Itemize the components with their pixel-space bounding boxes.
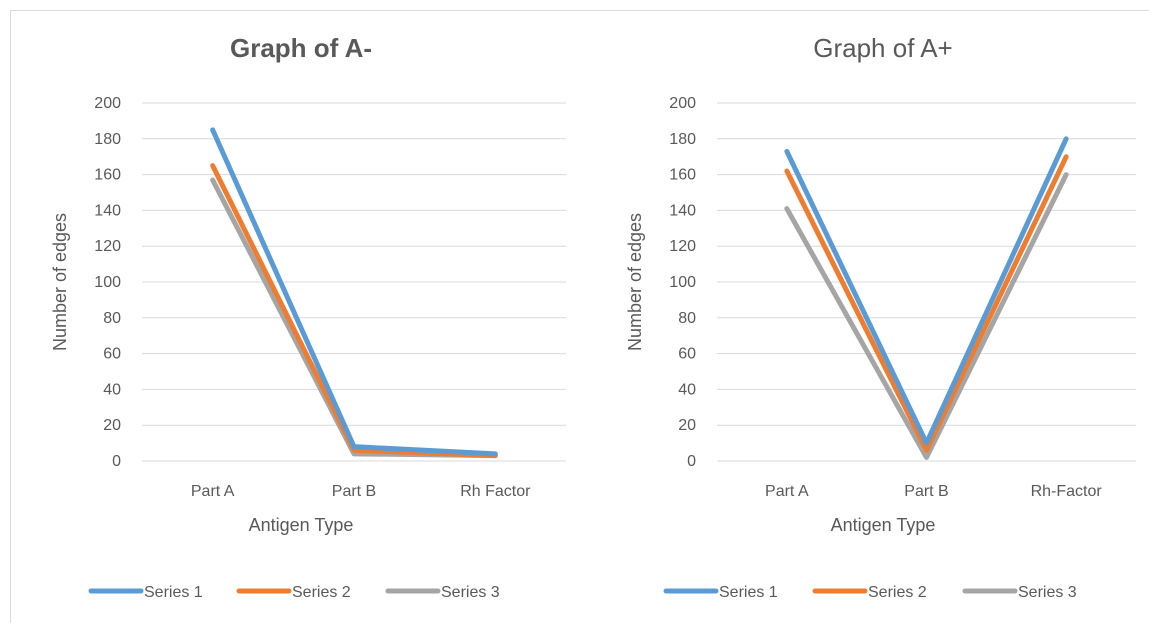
- y-axis-title: Number of edges: [50, 213, 70, 351]
- y-tick-label: 20: [678, 417, 696, 434]
- y-tick-label: 80: [678, 310, 696, 327]
- chart-panel-a-minus: Graph of A- 0 20 40 60 80 100 120 140 160 180 200 Pa…: [10, 10, 594, 623]
- x-tick-label: Part B: [904, 483, 948, 500]
- y-tick-label: 100: [94, 274, 121, 291]
- y-tick-label: 0: [112, 453, 121, 470]
- y-tick-label: 120: [94, 238, 121, 255]
- y-tick-label: 160: [669, 167, 696, 184]
- x-tick-label: Part A: [765, 483, 809, 500]
- legend-label-1: Series 1: [719, 584, 778, 601]
- chart-panel-a-plus: Graph of A+ 0 20 40 60 80 100 120 140 160 180 200 Pa…: [593, 10, 1149, 623]
- chart-a-minus: Graph of A- 0 20 40 60 80 100 120 140 160 180 200 Pa…: [50, 33, 566, 601]
- series-line-1: [210, 127, 498, 457]
- y-tick-label: 20: [103, 417, 121, 434]
- y-axis-title: Number of edges: [625, 213, 645, 351]
- y-tick-label: 180: [669, 131, 696, 148]
- x-tick-label: Part B: [332, 483, 376, 500]
- legend-label-3: Series 3: [441, 584, 500, 601]
- series-line-3: [784, 172, 1069, 460]
- legend-label-2: Series 2: [868, 584, 927, 601]
- y-tick-label: 100: [669, 274, 696, 291]
- y-tick-label: 120: [669, 238, 696, 255]
- y-tick-label: 0: [687, 453, 696, 470]
- y-tick-label: 80: [103, 310, 121, 327]
- legend-label-2: Series 2: [292, 584, 351, 601]
- y-tick-label: 200: [94, 95, 121, 112]
- y-tick-label: 200: [669, 95, 696, 112]
- y-tick-label: 40: [103, 381, 121, 398]
- y-tick-label: 180: [94, 131, 121, 148]
- x-axis-title: Antigen Type: [249, 515, 354, 535]
- chart-title: Graph of A+: [813, 33, 952, 63]
- x-tick-label: Part A: [191, 483, 235, 500]
- x-tick-label: Rh-Factor: [1031, 483, 1103, 500]
- y-tick-label: 140: [669, 202, 696, 219]
- chart-title: Graph of A-: [230, 33, 372, 63]
- x-tick-label: Rh Factor: [460, 483, 531, 500]
- chart-a-plus: Graph of A+ 0 20 40 60 80 100 120 140 160 180 200 Pa…: [625, 33, 1136, 601]
- y-tick-label: 40: [678, 381, 696, 398]
- y-tick-label: 60: [103, 346, 121, 363]
- x-axis-title: Antigen Type: [831, 515, 936, 535]
- series-line-2: [784, 154, 1069, 453]
- legend-label-1: Series 1: [144, 584, 203, 601]
- y-tick-label: 160: [94, 167, 121, 184]
- series-line-1: [784, 136, 1069, 446]
- series-line-2: [210, 163, 498, 459]
- y-tick-label: 60: [678, 346, 696, 363]
- y-tick-label: 140: [94, 202, 121, 219]
- legend-label-3: Series 3: [1018, 584, 1077, 601]
